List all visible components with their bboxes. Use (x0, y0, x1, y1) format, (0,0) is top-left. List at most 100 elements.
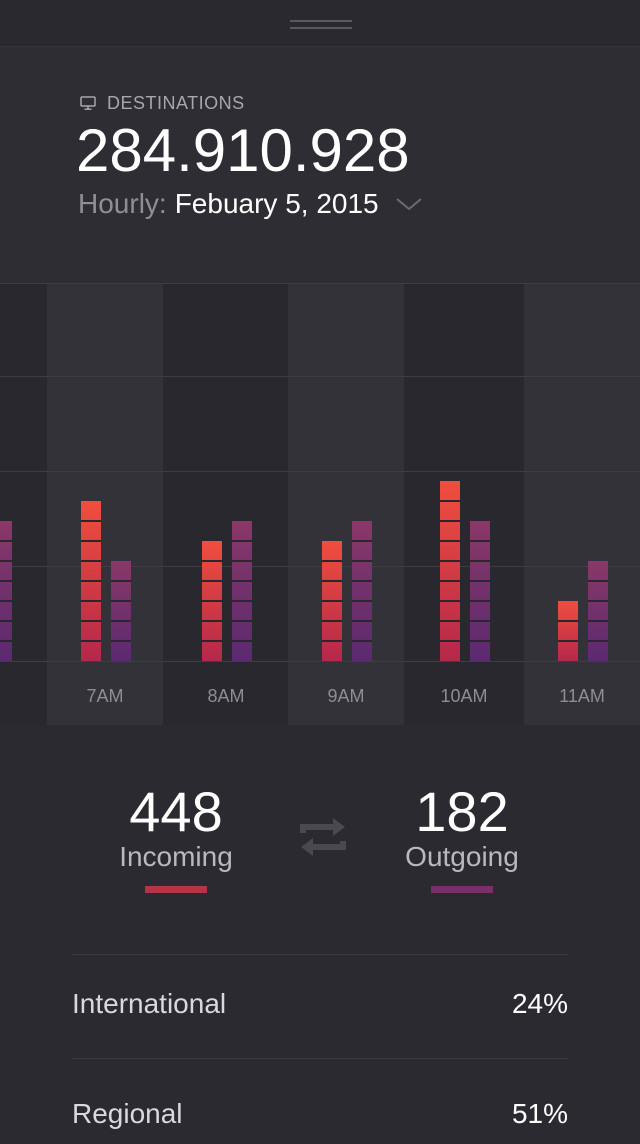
outgoing-color-bar (431, 886, 493, 893)
outgoing-bar-8AM (232, 521, 252, 661)
bar-fill (0, 521, 12, 661)
column-band (524, 283, 640, 725)
bar-segment-gap (0, 540, 12, 542)
bar-segment-gap (322, 560, 342, 562)
section-label: DESTINATIONS (107, 92, 245, 113)
period-selector[interactable]: Hourly: Febuary 5, 2015 (78, 186, 423, 222)
bar-segment-gap (0, 560, 12, 562)
bar-segment-gap (81, 580, 101, 582)
bar-fill (111, 561, 131, 661)
incoming-bar-10AM (440, 481, 460, 661)
bar-segment-gap (0, 600, 12, 602)
bar-segment-gap (440, 560, 460, 562)
bar-segment-gap (440, 620, 460, 622)
outgoing-bar-7AM (111, 561, 131, 661)
bar-segment-gap (322, 640, 342, 642)
divider (72, 1058, 568, 1059)
drag-handle-line-top[interactable] (290, 20, 352, 22)
outgoing-label: Outgoing (405, 841, 519, 872)
hourly-chart: M7AM8AM9AM10AM11AM (0, 283, 640, 725)
incoming-color-bar (145, 886, 207, 893)
bar-segment-gap (558, 620, 578, 622)
divider (72, 954, 568, 955)
breakdown-label: Regional (72, 1098, 183, 1129)
breakdown-row-international[interactable]: International 24% (72, 974, 568, 1034)
bar-segment-gap (440, 540, 460, 542)
outgoing-bar-9AM (352, 521, 372, 661)
top-bar (0, 0, 640, 47)
bar-fill (588, 561, 608, 661)
bar-segment-gap (81, 620, 101, 622)
bar-segment-gap (111, 620, 131, 622)
x-tick-label: 10AM (440, 686, 487, 706)
x-tick-label: 9AM (327, 686, 364, 706)
bar-segment-gap (322, 620, 342, 622)
bar-segment-gap (232, 600, 252, 602)
bar-segment-gap (202, 560, 222, 562)
bar-segment-gap (111, 580, 131, 582)
bar-segment-gap (588, 640, 608, 642)
bar-segment-gap (81, 600, 101, 602)
period-date: Febuary 5, 2015 (174, 188, 379, 219)
bar-segment-gap (558, 640, 578, 642)
hourly-bar-chart: M7AM8AM9AM10AM11AM (0, 283, 640, 725)
bar-segment-gap (81, 640, 101, 642)
bar-segment-gap (470, 620, 490, 622)
bar-segment-gap (588, 620, 608, 622)
bar-segment-gap (440, 600, 460, 602)
breakdown-row-regional[interactable]: Regional 51% (72, 1084, 568, 1144)
incoming-bar-7AM (81, 501, 101, 661)
bar-segment-gap (81, 520, 101, 522)
column-band (47, 283, 163, 725)
bar-segment-gap (111, 640, 131, 642)
bar-segment-gap (352, 560, 372, 562)
bar-segment-gap (232, 620, 252, 622)
bar-segment-gap (470, 580, 490, 582)
bar-fill (232, 521, 252, 661)
bar-segment-gap (470, 540, 490, 542)
breakdown-label: International (72, 988, 227, 1019)
bar-segment-gap (232, 580, 252, 582)
bar-segment-gap (0, 640, 12, 642)
outgoing-bar-11AM (588, 561, 608, 661)
bar-segment-gap (0, 580, 12, 582)
section-heading: DESTINATIONS (80, 92, 245, 114)
bar-segment-gap (202, 620, 222, 622)
bar-segment-gap (81, 560, 101, 562)
bar-segment-gap (588, 600, 608, 602)
incoming-bar-11AM (558, 601, 578, 661)
x-tick-label: 11AM (559, 686, 605, 706)
outgoing-bar-10AM (470, 521, 490, 661)
bar-fill (440, 481, 460, 661)
bar-segment-gap (440, 520, 460, 522)
monitor-icon (80, 96, 96, 110)
x-tick-label: 7AM (86, 686, 123, 706)
bar-fill (558, 601, 578, 661)
traffic-summary: 448 Incoming 182 Outgoing (0, 780, 640, 910)
incoming-stat: 448 Incoming (86, 780, 266, 893)
column-band (288, 283, 404, 725)
bar-segment-gap (352, 540, 372, 542)
period-prefix: Hourly: (78, 188, 167, 219)
bar-segment-gap (470, 560, 490, 562)
bar-segment-gap (232, 640, 252, 642)
total-destinations: 284.910.928 (76, 117, 410, 184)
swap-arrows-icon[interactable] (297, 815, 349, 859)
breakdown-value: 24% (511, 988, 568, 1019)
bar-segment-gap (81, 540, 101, 542)
outgoing-bar-6AM (0, 521, 12, 661)
bar-segment-gap (440, 640, 460, 642)
bar-fill (352, 521, 372, 661)
chevron-down-icon[interactable] (395, 196, 423, 212)
x-tick-label: 8AM (207, 686, 244, 706)
bar-segment-gap (588, 580, 608, 582)
bar-segment-gap (440, 580, 460, 582)
bar-segment-gap (470, 600, 490, 602)
bar-segment-gap (232, 540, 252, 542)
incoming-value: 448 (129, 780, 223, 843)
drag-handle-line-bottom[interactable] (290, 27, 352, 29)
bar-segment-gap (352, 580, 372, 582)
bar-segment-gap (322, 600, 342, 602)
incoming-bar-9AM (322, 541, 342, 661)
incoming-bar-8AM (202, 541, 222, 661)
